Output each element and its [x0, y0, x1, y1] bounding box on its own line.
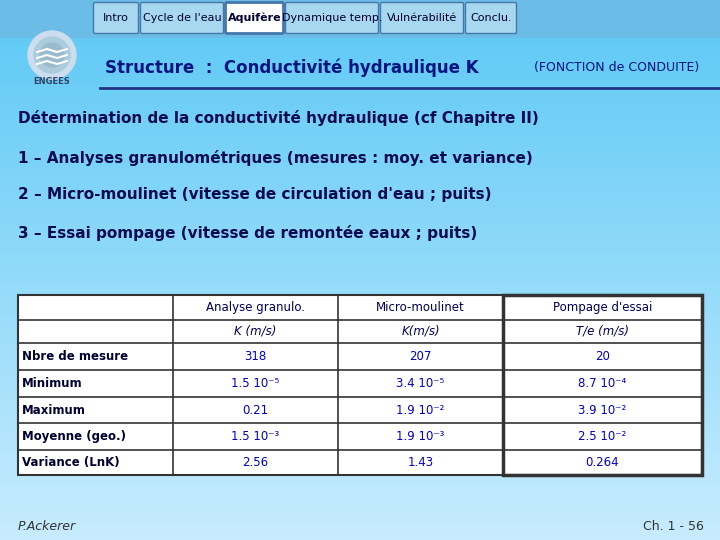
Text: 2 – Micro-moulinet (vitesse de circulation d'eau ; puits): 2 – Micro-moulinet (vitesse de circulati…: [18, 187, 492, 202]
Text: Détermination de la conductivité hydraulique (cf Chapitre II): Détermination de la conductivité hydraul…: [18, 110, 539, 126]
Text: 1.5 10⁻³: 1.5 10⁻³: [231, 430, 279, 443]
Text: Structure  :  Conductivité hydraulique K: Structure : Conductivité hydraulique K: [105, 59, 479, 77]
Text: 207: 207: [409, 350, 432, 363]
Text: 3.9 10⁻²: 3.9 10⁻²: [578, 403, 626, 416]
Text: Micro-moulinet: Micro-moulinet: [376, 301, 465, 314]
Circle shape: [40, 43, 64, 67]
Text: 20: 20: [595, 350, 610, 363]
Bar: [503, 295, 702, 475]
Text: 8.7 10⁻⁴: 8.7 10⁻⁴: [578, 377, 626, 390]
Text: Intro: Intro: [103, 13, 129, 23]
Text: 2.5 10⁻²: 2.5 10⁻²: [578, 430, 626, 443]
Text: Pompage d'essai: Pompage d'essai: [553, 301, 652, 314]
Text: P.Ackerer: P.Ackerer: [18, 521, 76, 534]
Text: K(m/s): K(m/s): [401, 325, 440, 338]
Text: 3 – Essai pompage (vitesse de remontée eaux ; puits): 3 – Essai pompage (vitesse de remontée e…: [18, 225, 477, 241]
Text: (FONCTION de CONDUITE): (FONCTION de CONDUITE): [530, 62, 699, 75]
FancyBboxPatch shape: [466, 3, 516, 33]
Bar: [0, 0, 720, 38]
Text: 0.21: 0.21: [243, 403, 269, 416]
Text: 1.9 10⁻³: 1.9 10⁻³: [396, 430, 445, 443]
Text: K (m/s): K (m/s): [234, 325, 276, 338]
Text: Nbre de mesure: Nbre de mesure: [22, 350, 128, 363]
Text: 1.9 10⁻²: 1.9 10⁻²: [396, 403, 445, 416]
Text: Vulnérabilité: Vulnérabilité: [387, 13, 457, 23]
Text: 2.56: 2.56: [243, 456, 269, 469]
Text: 3.4 10⁻⁵: 3.4 10⁻⁵: [397, 377, 445, 390]
Text: 1 – Analyses granulométriques (mesures : moy. et variance): 1 – Analyses granulométriques (mesures :…: [18, 150, 533, 166]
Text: ENGEES: ENGEES: [34, 78, 71, 86]
FancyBboxPatch shape: [286, 3, 379, 33]
FancyBboxPatch shape: [225, 3, 284, 33]
Text: Ch. 1 - 56: Ch. 1 - 56: [643, 521, 704, 534]
Text: Moyenne (geo.): Moyenne (geo.): [22, 430, 126, 443]
Text: Dynamique temp.: Dynamique temp.: [282, 13, 382, 23]
Text: 318: 318: [244, 350, 266, 363]
Circle shape: [28, 31, 76, 79]
FancyBboxPatch shape: [380, 3, 464, 33]
Text: T/e (m/s): T/e (m/s): [576, 325, 629, 338]
FancyBboxPatch shape: [140, 3, 223, 33]
Text: 1.43: 1.43: [408, 456, 433, 469]
Text: Maximum: Maximum: [22, 403, 86, 416]
FancyBboxPatch shape: [94, 3, 138, 33]
Text: Variance (LnK): Variance (LnK): [22, 456, 120, 469]
Text: 1.5 10⁻⁵: 1.5 10⁻⁵: [231, 377, 279, 390]
Text: Aquifère: Aquifère: [228, 13, 282, 23]
Circle shape: [34, 37, 70, 73]
Text: Minimum: Minimum: [22, 377, 83, 390]
Text: Analyse granulo.: Analyse granulo.: [206, 301, 305, 314]
Bar: [18, 295, 702, 475]
Text: Conclu.: Conclu.: [470, 13, 512, 23]
Text: Cycle de l'eau: Cycle de l'eau: [143, 13, 221, 23]
Text: 0.264: 0.264: [585, 456, 619, 469]
